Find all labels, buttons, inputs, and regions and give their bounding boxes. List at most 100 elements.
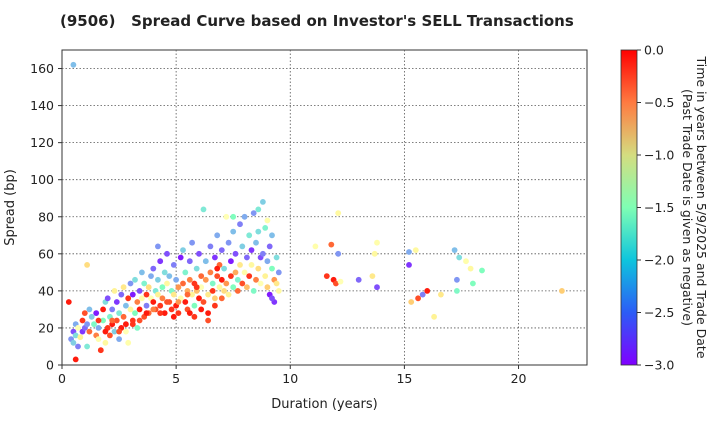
data-point bbox=[335, 250, 342, 257]
data-point bbox=[189, 291, 196, 298]
data-point bbox=[95, 325, 102, 331]
data-point bbox=[559, 288, 565, 294]
data-point bbox=[218, 295, 225, 302]
data-point bbox=[150, 306, 157, 313]
data-point bbox=[136, 288, 143, 294]
data-point bbox=[241, 269, 248, 276]
data-point bbox=[193, 284, 200, 291]
data-point bbox=[408, 299, 415, 305]
data-point bbox=[255, 265, 262, 272]
data-point bbox=[100, 306, 106, 313]
data-point bbox=[86, 306, 93, 313]
y-tick-label: 120 bbox=[30, 135, 54, 150]
data-point bbox=[237, 221, 243, 228]
data-point bbox=[70, 339, 77, 346]
data-point bbox=[104, 295, 111, 302]
colorbar-tick-label: −3.0 bbox=[644, 358, 674, 373]
data-point bbox=[438, 291, 444, 298]
data-point bbox=[198, 284, 205, 291]
data-point bbox=[205, 317, 212, 324]
data-point bbox=[123, 328, 129, 335]
data-point bbox=[412, 247, 419, 254]
data-point bbox=[221, 265, 228, 272]
y-tick-label: 80 bbox=[38, 209, 54, 224]
data-point bbox=[113, 317, 120, 324]
grid bbox=[62, 50, 587, 365]
data-point bbox=[191, 313, 198, 320]
data-point bbox=[143, 291, 150, 298]
data-point bbox=[139, 269, 145, 276]
data-point bbox=[81, 310, 88, 316]
data-point bbox=[451, 247, 458, 254]
data-point bbox=[186, 258, 193, 265]
data-point bbox=[191, 302, 198, 309]
data-point bbox=[129, 321, 136, 328]
data-point bbox=[175, 310, 182, 316]
data-point bbox=[77, 334, 84, 341]
x-tick-label: 15 bbox=[396, 371, 412, 386]
data-point bbox=[424, 288, 431, 294]
data-point bbox=[454, 288, 460, 294]
data-point bbox=[79, 317, 86, 324]
data-point bbox=[333, 280, 339, 287]
data-point bbox=[431, 313, 437, 320]
data-point bbox=[230, 228, 237, 235]
data-point bbox=[269, 232, 275, 239]
data-point bbox=[479, 267, 485, 274]
data-point bbox=[241, 213, 248, 220]
data-point bbox=[166, 273, 173, 279]
data-point bbox=[273, 254, 280, 261]
data-point bbox=[239, 243, 246, 250]
data-point bbox=[143, 302, 150, 309]
data-point bbox=[164, 280, 170, 287]
data-point bbox=[75, 343, 81, 350]
data-point bbox=[415, 295, 421, 302]
data-point bbox=[212, 254, 218, 261]
data-point bbox=[200, 206, 207, 213]
data-point bbox=[337, 278, 344, 285]
data-point bbox=[118, 291, 125, 298]
data-point bbox=[205, 310, 212, 316]
data-point bbox=[150, 265, 157, 272]
data-point bbox=[255, 206, 262, 213]
data-point bbox=[221, 288, 228, 294]
colorbar-label-line1: Time in years between 5/9/2025 and Trade… bbox=[694, 55, 709, 358]
data-point bbox=[248, 247, 255, 254]
data-point bbox=[223, 280, 230, 287]
data-point bbox=[164, 250, 170, 257]
data-point bbox=[123, 321, 129, 328]
colorbar-tick-label: −1.5 bbox=[644, 200, 674, 215]
data-point bbox=[218, 247, 225, 254]
colorbar-tick-label: −1.0 bbox=[644, 148, 674, 163]
data-point bbox=[91, 321, 97, 328]
data-point bbox=[175, 299, 182, 305]
data-point bbox=[111, 328, 118, 335]
data-point bbox=[223, 213, 230, 220]
data-point bbox=[225, 291, 232, 298]
data-point bbox=[214, 265, 221, 272]
data-point bbox=[170, 313, 177, 320]
data-point bbox=[65, 299, 72, 305]
data-point bbox=[136, 306, 143, 313]
data-point bbox=[136, 317, 143, 324]
data-point bbox=[260, 250, 266, 257]
data-point bbox=[230, 284, 237, 291]
data-point bbox=[371, 250, 378, 257]
data-point bbox=[232, 250, 239, 257]
axes: 0 5 10 15 20 0 20 40 60 80 100 120 140 160 bbox=[30, 61, 526, 386]
data-point bbox=[207, 243, 214, 250]
data-point bbox=[100, 317, 106, 324]
data-point bbox=[369, 273, 376, 279]
data-point bbox=[253, 239, 259, 246]
data-point bbox=[198, 273, 205, 279]
data-point bbox=[170, 262, 177, 268]
colorbar-tick-label: 0.0 bbox=[644, 43, 664, 58]
data-point bbox=[127, 306, 134, 313]
data-point bbox=[312, 243, 319, 250]
data-point bbox=[212, 295, 218, 302]
data-point bbox=[225, 239, 232, 246]
data-point bbox=[184, 291, 191, 298]
data-point bbox=[180, 247, 186, 254]
plot-area bbox=[61, 49, 588, 366]
